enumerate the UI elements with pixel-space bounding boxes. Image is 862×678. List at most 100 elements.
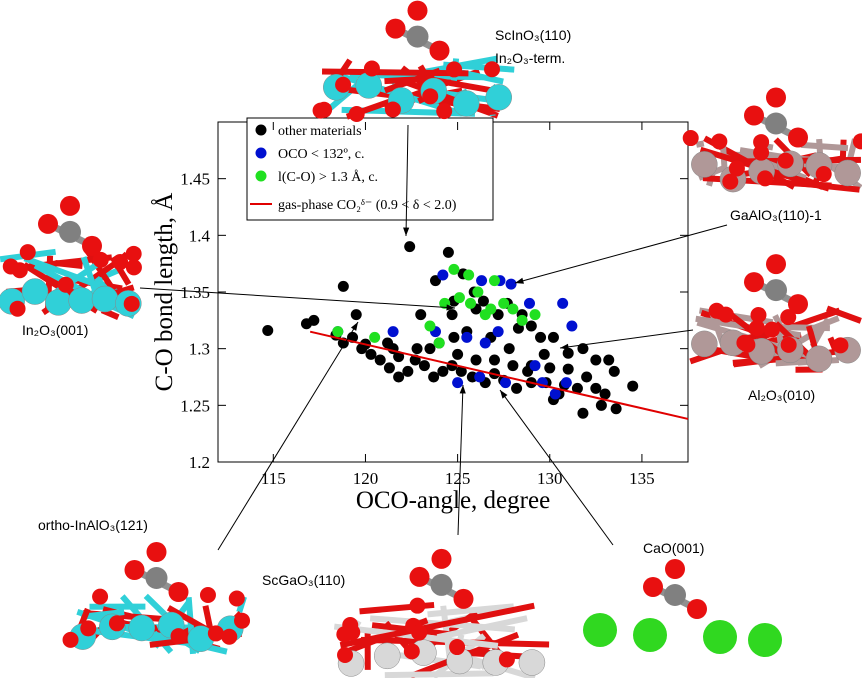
- atom: [583, 613, 617, 647]
- atom: [92, 588, 109, 605]
- atom: [748, 623, 782, 657]
- data-point: [332, 326, 344, 338]
- atom: [788, 127, 808, 148]
- data-point: [544, 362, 556, 374]
- atom: [739, 336, 756, 353]
- bond: [427, 603, 514, 618]
- data-point: [455, 365, 467, 377]
- data-point: [562, 347, 574, 359]
- arrow-head: [459, 385, 466, 394]
- atom: [832, 337, 849, 354]
- data-point: [382, 337, 394, 349]
- data-point: [577, 343, 589, 355]
- x-tick-label: 135: [629, 469, 655, 488]
- atom: [348, 105, 365, 122]
- atom: [518, 649, 546, 676]
- data-point: [337, 280, 349, 292]
- atom: [753, 134, 770, 151]
- data-point: [560, 377, 572, 389]
- data-point: [437, 269, 449, 281]
- atom: [436, 103, 453, 120]
- data-point: [547, 331, 559, 343]
- pointer-line: [514, 224, 728, 284]
- atom: [363, 60, 380, 77]
- atom: [852, 133, 862, 150]
- atom: [664, 584, 686, 606]
- data-point: [503, 343, 515, 355]
- annotation: Al₂O₃(010): [748, 387, 815, 403]
- data-point: [402, 365, 414, 377]
- atom: [82, 235, 102, 256]
- legend-label: gas-phase CO₂ᵟ⁻ (0.9 < δ < 2.0): [278, 198, 457, 213]
- data-point: [350, 309, 362, 321]
- atom: [62, 631, 79, 648]
- atom: [750, 306, 767, 323]
- data-point: [590, 354, 602, 366]
- x-tick-label: 115: [261, 469, 286, 488]
- atom: [780, 309, 797, 326]
- data-point: [571, 382, 583, 394]
- data-point: [424, 343, 436, 355]
- pointer-line: [457, 384, 464, 536]
- data-point: [465, 297, 477, 309]
- atom: [453, 588, 474, 609]
- y-axis-label: C-O bond length, Å: [151, 193, 178, 392]
- data-point: [599, 388, 611, 400]
- data-point: [393, 351, 405, 363]
- atom: [409, 566, 430, 587]
- atom: [708, 302, 725, 319]
- arrow-head: [446, 304, 455, 311]
- atom: [744, 105, 764, 126]
- atom: [409, 597, 426, 614]
- data-point: [608, 365, 620, 377]
- data-point: [424, 320, 436, 332]
- atom: [765, 279, 787, 302]
- atom: [815, 166, 832, 183]
- annotation: ortho-InAlO₃(121): [38, 517, 148, 533]
- data-point: [549, 388, 561, 400]
- atom: [766, 87, 786, 108]
- bond: [54, 260, 83, 269]
- bond: [436, 615, 528, 641]
- atom: [9, 300, 26, 317]
- legend-label: l(C-O) > 1.3 Å, c.: [278, 169, 378, 185]
- data-point: [262, 325, 274, 337]
- atom: [407, 0, 428, 21]
- atom: [429, 40, 450, 61]
- pointer-line: [559, 329, 694, 349]
- arrow-head: [500, 390, 508, 399]
- legend-swatch: [255, 124, 267, 136]
- atom: [57, 276, 74, 293]
- atom: [728, 160, 745, 177]
- atom: [59, 220, 81, 243]
- atom: [403, 643, 420, 660]
- atom: [146, 542, 167, 562]
- legend-label: OCO < 132º, c.: [278, 147, 365, 162]
- atom: [385, 18, 406, 39]
- data-point: [474, 371, 486, 383]
- pointer-line: [405, 124, 409, 237]
- atom: [355, 72, 382, 99]
- data-point: [562, 363, 574, 375]
- atom: [780, 336, 797, 353]
- atom: [21, 278, 49, 305]
- data-point: [463, 269, 475, 281]
- atom: [682, 130, 699, 147]
- atom: [128, 614, 155, 642]
- atom: [484, 61, 501, 78]
- atom: [11, 262, 28, 279]
- data-point: [529, 309, 541, 321]
- atom: [112, 254, 129, 271]
- atom: [687, 599, 707, 619]
- data-point: [525, 320, 537, 332]
- bond: [695, 140, 705, 148]
- atom: [643, 577, 663, 597]
- data-point: [603, 354, 615, 366]
- atom: [763, 321, 780, 338]
- bond: [766, 143, 774, 151]
- atom: [168, 582, 189, 602]
- data-point: [428, 371, 440, 383]
- atom: [384, 101, 401, 118]
- atom: [170, 628, 187, 645]
- atom: [766, 254, 786, 275]
